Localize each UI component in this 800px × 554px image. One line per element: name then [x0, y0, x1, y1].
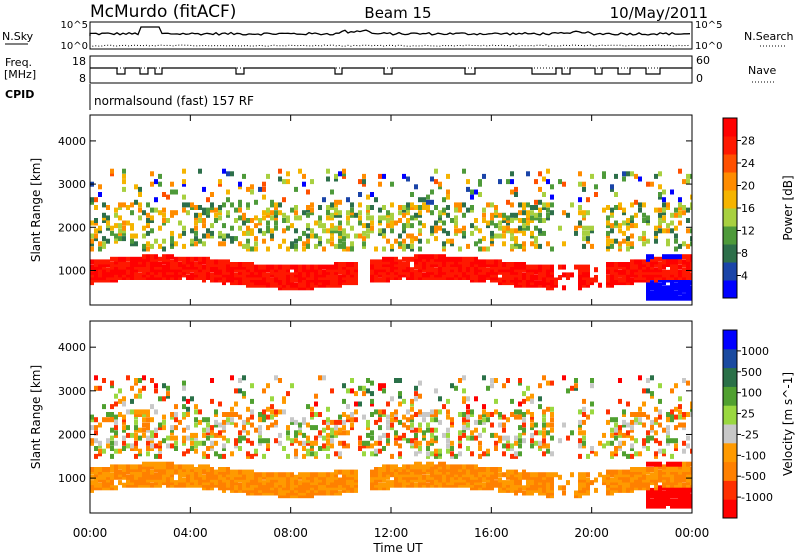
colorbar-tick-label: 25	[741, 408, 755, 421]
noise-sky-line	[89, 26, 691, 36]
colorbar-swatch	[723, 208, 737, 227]
colorbar-tick-label: 12	[741, 225, 755, 238]
colorbar-tick-label: 4	[741, 270, 748, 283]
colorbar-tick-label: -100	[741, 449, 766, 462]
power-colorbar: 4 8 12 16 20 24 28 Power [dB]	[722, 117, 795, 299]
power-panel: 1000 2000 3000 4000 Slant Range [km]	[29, 114, 693, 306]
colorbar-swatch	[723, 367, 737, 387]
colorbar-swatch	[723, 262, 737, 281]
colorbar-tick-label: -25	[741, 428, 759, 441]
time-axis-title: Time UT	[372, 541, 423, 554]
date-label: 10/May/2011	[610, 4, 708, 22]
noise-left-label: N.Sky	[2, 30, 34, 43]
x-tick-label: 00:00	[675, 526, 710, 540]
nave-label: Nave	[748, 64, 776, 77]
velocity-panel: 1000 2000 3000 4000 Slant Range [km]	[29, 320, 693, 514]
colorbar-tick-label: 8	[741, 247, 748, 260]
freq-tick-bottom: 8	[79, 72, 86, 85]
nave-tick-bottom: 0	[696, 72, 703, 85]
noise-search-line	[89, 44, 691, 47]
colorbar-tick-label: -1000	[741, 491, 773, 504]
noise-right-tick-top: 10^5	[695, 20, 722, 31]
noise-left-tick-bottom: 10^0	[61, 41, 88, 52]
colorbar-frame	[722, 329, 738, 519]
nave-tick-top: 60	[696, 54, 710, 67]
y-tick-label: 2000	[58, 428, 86, 441]
cpid-text: normalsound (fast) 157 RF	[94, 94, 254, 108]
y-tick-label: 3000	[58, 178, 86, 191]
colorbar-tick-label: -500	[741, 470, 766, 483]
time-axis-labels: 00:00 04:00 08:00 12:00 16:00 20:00 00:00	[73, 526, 710, 540]
colorbar-tick-label: 28	[741, 135, 755, 148]
beam-label: Beam 15	[364, 4, 431, 22]
colorbar-swatch	[723, 136, 737, 155]
x-tick-label: 08:00	[273, 526, 308, 540]
colorbar-swatch	[723, 172, 737, 191]
y-tick-label: 4000	[58, 341, 86, 354]
y-tick-label: 1000	[58, 264, 86, 277]
colorbar-swatch	[723, 190, 737, 209]
colorbar-swatch	[723, 499, 737, 519]
colorbar-swatch	[723, 226, 737, 245]
freq-tick-top: 18	[72, 55, 86, 68]
y-tick-label: 2000	[58, 221, 86, 234]
x-tick-label: 00:00	[73, 526, 108, 540]
x-tick-label: 16:00	[474, 526, 509, 540]
station-title: McMurdo (fitACF)	[90, 2, 236, 22]
x-tick-label: 20:00	[574, 526, 609, 540]
colorbar-label: Velocity [m s^-1]	[781, 372, 795, 476]
colorbar-tick-label: 100	[741, 387, 762, 400]
colorbar-tick-label: 500	[741, 366, 762, 379]
y-tick-label: 1000	[58, 472, 86, 485]
x-tick-label: 12:00	[374, 526, 409, 540]
colorbar-swatch	[723, 386, 737, 406]
colorbar-tick-label: 16	[741, 202, 755, 215]
colorbar-swatch	[723, 480, 737, 500]
freq-label-line2: [MHz]	[4, 68, 36, 81]
colorbar-swatch	[723, 330, 737, 350]
noise-left-tick-top: 10^5	[61, 20, 88, 31]
heatmap-cells	[90, 375, 692, 509]
colorbar-tick-label: 1000	[741, 345, 769, 358]
y-tick-label: 4000	[58, 135, 86, 148]
colorbar-swatch	[723, 244, 737, 263]
colorbar-tick-label: 24	[741, 157, 755, 170]
freq-panel-frame	[89, 55, 693, 84]
cpid-label: CPID	[5, 88, 34, 101]
velocity-colorbar: -1000 -500 -100 -25 25 100 500 1000 Velocity [m …	[722, 329, 795, 519]
colorbar-swatch	[723, 442, 737, 463]
colorbar-swatch	[723, 405, 737, 425]
y-axis-label: Slant Range [km]	[29, 365, 43, 469]
noise-right-tick-bottom: 10^0	[695, 41, 722, 52]
colorbar-tick-label: 20	[741, 180, 755, 193]
colorbar-swatch	[723, 424, 737, 444]
colorbar-swatch	[723, 461, 737, 481]
y-axis-label: Slant Range [km]	[29, 158, 43, 262]
y-tick-label: 3000	[58, 385, 86, 398]
colorbar-swatch	[723, 280, 737, 299]
x-tick-label: 04:00	[173, 526, 208, 540]
noise-right-label: N.Search	[744, 30, 794, 43]
colorbar-swatch	[723, 154, 737, 173]
colorbar-swatch	[723, 118, 737, 137]
colorbar-label: Power [dB]	[781, 175, 795, 240]
frequency-line	[90, 67, 692, 75]
colorbar-swatch	[723, 348, 737, 369]
heatmap-cells	[90, 168, 692, 301]
freq-label-line1: Freq.	[5, 56, 32, 69]
